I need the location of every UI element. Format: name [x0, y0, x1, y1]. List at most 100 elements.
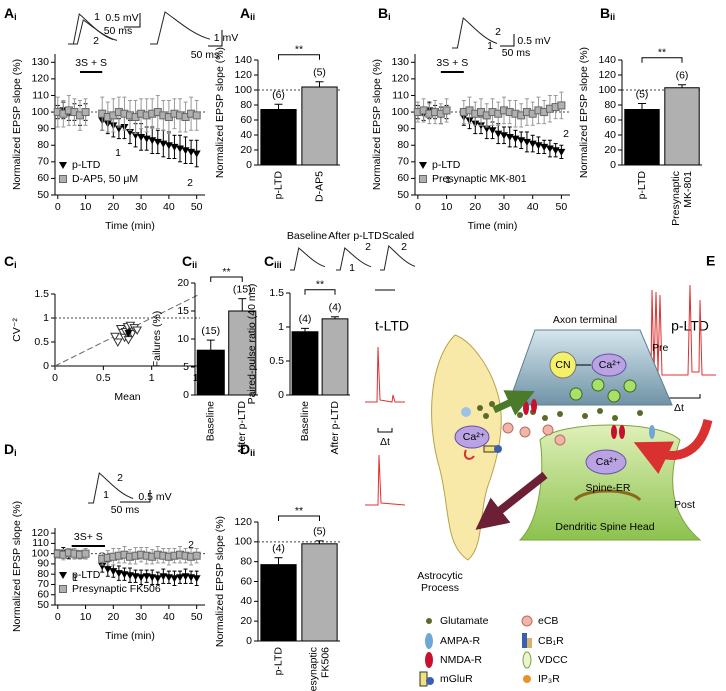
category-label: After p-LTD [236, 401, 248, 455]
y-tick-label: 40 [604, 129, 616, 141]
arrow [475, 471, 548, 530]
text-line: FK506 [319, 647, 331, 678]
y-tick-label: 40 [240, 595, 252, 607]
panel-label: Bii [600, 5, 615, 23]
epsp-trace [290, 247, 326, 271]
panel-letter: C [264, 253, 274, 269]
y-tick-label: 20 [240, 615, 252, 627]
x-tick-label: 20 [469, 201, 481, 213]
ecb [502, 422, 566, 446]
panel-sub: ii [250, 12, 255, 22]
astrocyte-label: Astrocytic Process [417, 570, 463, 594]
axon-terminal-label: Axon terminal [553, 314, 617, 326]
y-tick-label: 20 [604, 144, 616, 156]
y-tick-label: 90 [37, 558, 49, 570]
annotation: 2 [563, 128, 569, 140]
annotation: 1 [445, 174, 451, 186]
legend-icon [425, 633, 433, 649]
y-tick-label: 120 [234, 516, 252, 528]
spike-trace [645, 284, 716, 376]
marker [192, 575, 201, 583]
spine-er [573, 489, 642, 502]
legend-label: p-LTD [72, 569, 101, 581]
panel-sub: ii [192, 260, 197, 270]
legend-label: Presynaptic MK-801 [432, 173, 527, 185]
marker [103, 566, 112, 574]
marker [81, 108, 90, 117]
marker [112, 338, 123, 348]
delta-t-label: Δt [674, 402, 684, 414]
significance-bracket [278, 515, 320, 521]
annotation: Scaled [382, 230, 414, 242]
legend-label: mGluR [440, 673, 473, 685]
annotation: 0.5 mV [105, 12, 138, 24]
y-tick-label: 0 [183, 389, 189, 401]
vesicles [569, 378, 637, 403]
post-label: Post [674, 499, 695, 511]
legend-label: Glutamate [440, 615, 489, 627]
annotation: 1 mV [214, 32, 239, 44]
n-label: (15) [201, 325, 220, 337]
y-tick-label: 80 [37, 568, 49, 580]
annotation: 2 [401, 241, 407, 253]
panel-letter: D [240, 441, 250, 457]
panel-label: Cii [182, 253, 197, 271]
nmda [619, 425, 625, 439]
y-tick-label: 100 [234, 536, 252, 548]
epsp-trace [336, 247, 372, 271]
legend-label: p-LTD [72, 159, 101, 171]
y-tick-label: 130 [31, 56, 49, 68]
legend-icon [419, 671, 428, 687]
significance-bracket [210, 276, 243, 282]
y-tick-label: 15 [177, 305, 189, 317]
diagram-e: E t-LTD p-LTD Δt Δt Ca²⁺ Astrocytic Proce… [365, 253, 716, 687]
annotation: 1 [94, 11, 100, 23]
panel-letter: C [4, 253, 14, 269]
scale-bar [500, 34, 515, 47]
bar [260, 564, 297, 642]
epsp-trace [88, 472, 134, 504]
y-axis-label: Normalized EPSP slope (%) [214, 516, 226, 647]
ip3-arrow [464, 449, 475, 460]
epsp-trace [72, 19, 118, 45]
significance-label: ** [316, 279, 324, 291]
epsp-trace [452, 17, 498, 49]
spike-trace [365, 454, 406, 506]
annotation: After p-LTD [328, 230, 382, 242]
y-tick-label: 20 [177, 277, 189, 289]
nmda [523, 401, 529, 415]
legend-label: p-LTD [432, 159, 461, 171]
spine-er-label: Spine-ER [586, 482, 631, 494]
x-tick-label: 10 [441, 201, 453, 213]
legend-icon [426, 677, 434, 685]
calcium [585, 449, 627, 475]
legend-label: IP₃R [538, 673, 560, 685]
category-label: After p-LTD [329, 401, 341, 455]
glutamate [477, 401, 643, 421]
legend-icon [523, 675, 531, 683]
x-tick-label: 30 [135, 611, 147, 623]
x-tick-label: 10 [80, 201, 92, 213]
marker [170, 575, 179, 583]
x-tick-label: 40 [527, 201, 539, 213]
y-tick-label: 0 [610, 159, 616, 171]
text-line: Process [421, 582, 459, 594]
annotation: 2 [365, 241, 371, 253]
significance-bracket [278, 54, 320, 60]
y-tick-label: 0 [43, 360, 49, 372]
panel-label: Dii [240, 441, 255, 459]
marker [153, 575, 162, 583]
annotation: 1 [103, 489, 109, 501]
annotation: 2 [188, 539, 194, 551]
x-tick-label: 0 [55, 611, 61, 623]
y-tick-label: 1.5 [269, 287, 284, 299]
legend-label: eCB [538, 615, 558, 627]
significance-label: ** [295, 44, 303, 56]
marker [124, 329, 133, 337]
panel-letter: B [600, 5, 610, 21]
panel-letter: A [240, 5, 250, 21]
y-tick-label: 120 [31, 527, 49, 539]
y-axis-label: Normalized EPSP slope (%) [11, 59, 23, 190]
marker [419, 162, 427, 169]
legend-label: VDCC [538, 654, 568, 666]
